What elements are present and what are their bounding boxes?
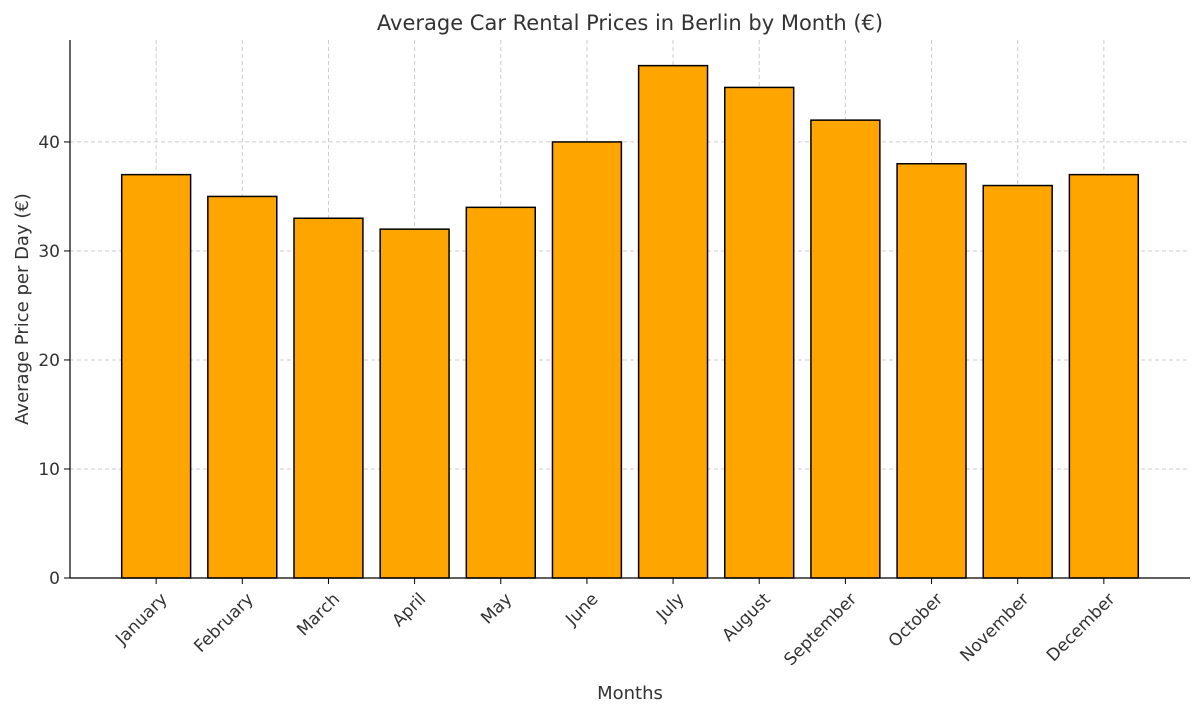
- bars: [120, 64, 1140, 579]
- bar-march: [293, 217, 364, 579]
- x-tick-label: March: [293, 589, 344, 640]
- bar-may: [465, 206, 536, 579]
- bar-september: [810, 119, 881, 579]
- bar-october: [896, 162, 967, 579]
- x-tick-label: January: [111, 589, 171, 649]
- bar-february: [207, 195, 278, 579]
- y-tick-label: 10: [38, 460, 60, 480]
- x-tick-label: February: [190, 589, 257, 656]
- x-tick-label: June: [561, 589, 602, 630]
- x-tick-label: July: [652, 589, 688, 625]
- x-tick-label: April: [389, 589, 431, 631]
- x-axis-label: Months: [597, 683, 663, 704]
- y-tick-label: 20: [38, 351, 60, 371]
- bar-april: [379, 228, 450, 579]
- x-tick-label: August: [719, 589, 775, 645]
- y-tick-label: 0: [49, 569, 60, 589]
- bar-november: [982, 184, 1053, 579]
- x-tick-label: October: [885, 589, 947, 651]
- y-tick-label: 40: [38, 133, 60, 153]
- bar-january: [120, 173, 192, 579]
- x-tick-label: December: [1043, 589, 1119, 665]
- bar-july: [637, 64, 709, 579]
- bar-august: [724, 86, 795, 579]
- x-tick-label: May: [477, 589, 516, 628]
- bar-june: [551, 141, 623, 579]
- y-axis-label: Average Price per Day (€): [12, 193, 33, 425]
- x-tick-label: September: [780, 589, 861, 670]
- x-tick-label: November: [957, 589, 1034, 666]
- chart-title: Average Car Rental Prices in Berlin by M…: [377, 11, 883, 35]
- bar-december: [1068, 173, 1140, 579]
- y-tick-label: 30: [38, 242, 60, 262]
